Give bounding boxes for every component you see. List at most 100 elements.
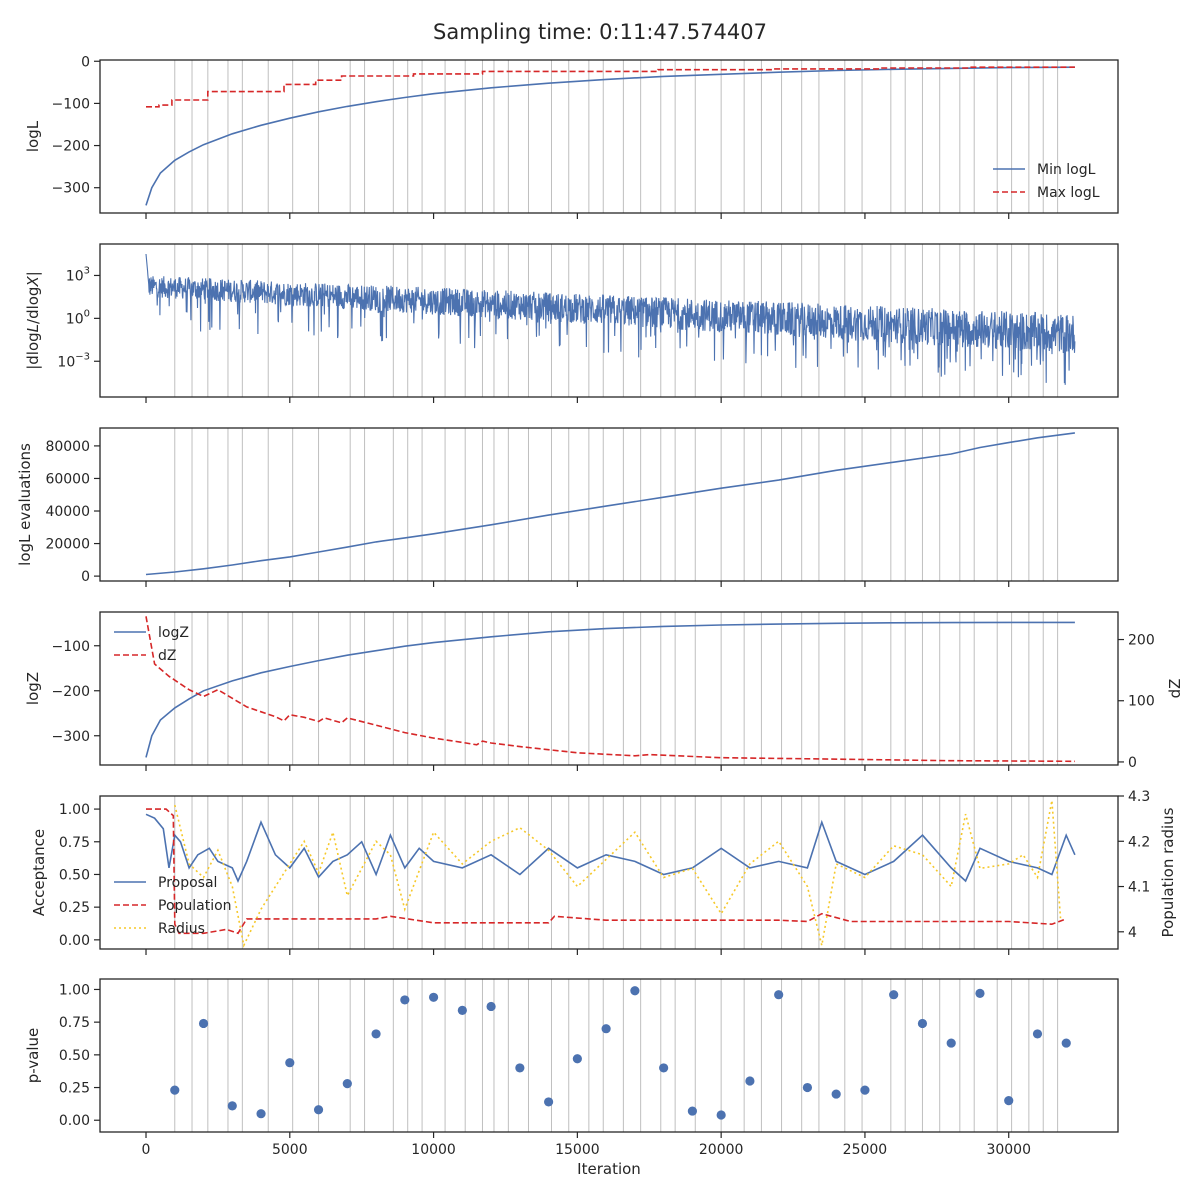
y-tick-label: −300: [52, 729, 90, 745]
y-axis-label-right: dZ: [1166, 679, 1184, 699]
data-point: [572, 1054, 582, 1064]
data-point: [457, 1005, 467, 1015]
plot-area: [145, 800, 1076, 948]
y-axis-label: logZ: [24, 672, 42, 705]
y-tick-label: 0.25: [59, 1081, 90, 1097]
y-tick-label: −100: [52, 96, 90, 112]
data-point: [774, 990, 784, 1000]
data-point: [342, 1079, 352, 1089]
logz-line: [145, 621, 1075, 758]
legend-label: Population: [158, 898, 232, 914]
y-tick-label: 0: [81, 569, 90, 585]
x-tick-label: 25000: [843, 1142, 888, 1158]
y-axis-label: |dlogL/dlogX|: [24, 271, 42, 370]
y-tick-right-label: 4.2: [1128, 834, 1150, 850]
axes-frame: [99, 978, 1119, 1133]
y-tick-label: 0.00: [59, 933, 90, 949]
dz-line: [145, 616, 1075, 763]
y-tick-right-label: 0: [1128, 755, 1137, 771]
data-point: [486, 1001, 496, 1012]
panel-3: 0 20000 40000 60000 80000 logL evaluations: [16, 427, 1119, 587]
panel-2: 103 100 10−3 |dlogL/dlogX|: [24, 243, 1119, 403]
y-tick-label: 0.00: [59, 1113, 90, 1129]
figure-title: Sampling time: 0:11:47.574407: [433, 20, 767, 44]
data-point: [428, 992, 439, 1002]
panel-1: 0 −100 −200 −300 logL Min logL Max logL: [24, 54, 1119, 219]
x-tick-label: 10000: [411, 1142, 456, 1158]
data-point: [831, 1089, 841, 1099]
axes-frame: [99, 243, 1119, 398]
data-point: [515, 1063, 525, 1073]
legend-label: logZ: [158, 625, 189, 641]
y-tick-label: 103: [66, 265, 90, 284]
axes-frame: [99, 427, 1119, 582]
x-tick-label: 0: [142, 1142, 151, 1158]
plot-area: [145, 66, 1075, 206]
legend-label: Proposal: [158, 875, 217, 891]
x-tick-label: 20000: [699, 1142, 744, 1158]
data-point: [802, 1082, 813, 1093]
y-axis-label: logL evaluations: [16, 443, 34, 566]
data-point: [371, 1029, 381, 1039]
legend-label: Radius: [158, 921, 205, 937]
y-tick-label: 10−3: [57, 351, 90, 370]
legend: Proposal Population Radius: [114, 875, 232, 937]
y-axis-label: p-value: [24, 1028, 42, 1084]
data-point: [256, 1109, 266, 1119]
proposal-line: [145, 813, 1076, 883]
data-point: [400, 995, 410, 1005]
y-tick-label: 20000: [45, 537, 90, 553]
y-tick-label: 0.75: [59, 835, 90, 851]
x-tick-label: 15000: [555, 1142, 600, 1158]
y-tick-label: 1.00: [59, 802, 90, 818]
population-line: [146, 808, 1067, 935]
series-line: [145, 432, 1076, 576]
y-axis-label-right: Population radius: [1159, 807, 1177, 937]
y-tick-label: 60000: [45, 471, 90, 487]
y-tick-label: −100: [52, 639, 90, 655]
y-tick-label: 40000: [45, 504, 90, 520]
data-point: [1061, 1038, 1071, 1048]
derivative-series: [145, 253, 1076, 385]
legend: logZ dZ: [114, 625, 189, 664]
axes-frame: [99, 795, 1119, 950]
y-tick-right-label: 200: [1128, 633, 1155, 649]
y-tick-label: 1.00: [59, 982, 90, 998]
legend-label: dZ: [158, 648, 176, 664]
data-point: [889, 990, 899, 1000]
y-tick-label: 0.50: [59, 1048, 90, 1064]
data-point: [1004, 1096, 1014, 1106]
y-axis-label: logL: [24, 120, 42, 152]
x-tick-label: 30000: [986, 1142, 1031, 1158]
data-point: [227, 1101, 237, 1111]
data-point: [601, 1024, 611, 1034]
y-tick-right-label: 100: [1128, 694, 1155, 710]
plot-area: [145, 616, 1075, 763]
data-point: [860, 1085, 870, 1095]
y-tick-label: 0.50: [59, 867, 90, 883]
legend: Min logL Max logL: [993, 162, 1100, 201]
data-point: [544, 1097, 554, 1107]
data-point: [659, 1063, 669, 1073]
y-tick-label: 0.25: [59, 900, 90, 916]
data-point: [745, 1076, 755, 1086]
data-point: [975, 988, 985, 998]
data-point: [170, 1085, 180, 1095]
y-axis-label: Acceptance: [30, 829, 48, 916]
plot-area: [145, 432, 1076, 576]
y-tick-label: 0: [81, 54, 90, 70]
data-point: [716, 1110, 726, 1120]
y-tick-right-label: 4: [1128, 925, 1137, 941]
y-tick-right-label: 4.3: [1128, 789, 1150, 805]
data-point: [285, 1058, 295, 1068]
axes-frame: [99, 611, 1119, 766]
data-point: [198, 1018, 209, 1029]
panel-5: 0.00 0.25 0.50 0.75 1.00 4.3 4.2 4.1 4 Acceptance…: [30, 789, 1177, 955]
data-point: [313, 1105, 324, 1115]
data-point: [946, 1038, 956, 1048]
radius-line: [174, 800, 1062, 948]
legend-label: Min logL: [1037, 162, 1096, 178]
y-tick-label: −300: [52, 181, 90, 197]
x-tick-label: 5000: [272, 1142, 308, 1158]
